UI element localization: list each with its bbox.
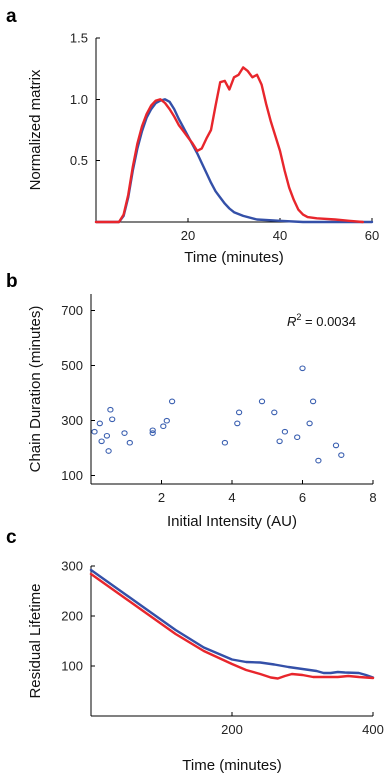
chart-a: 0.5 1.0 1.5 20 40 60 Time (minutes) Normalized …	[27, 31, 379, 267]
scatter-point	[109, 416, 116, 423]
scatter-point	[271, 409, 278, 416]
x-tick-label-a: 60	[365, 228, 379, 243]
chart-c: 100 200 300 200 400 Time (minutes) Residual Li…	[27, 559, 384, 775]
scatter-point	[163, 417, 170, 424]
x-tick-label-c: 400	[362, 722, 384, 737]
y-tick-label-a: 1.5	[70, 31, 88, 46]
scatter-point	[107, 406, 114, 413]
scatter-point	[235, 409, 243, 416]
panel-letter-a: a	[6, 6, 17, 27]
y-tick-label-c: 100	[61, 659, 83, 674]
scatter-point	[221, 439, 229, 446]
y-tick-label-c: 300	[61, 559, 83, 574]
y-tick-label-a: 1.0	[70, 92, 88, 107]
y-axis-label-a: Normalized matrix	[27, 69, 44, 190]
y-tick-label-b: 700	[61, 303, 83, 318]
scatter-point	[309, 398, 317, 405]
scatter-point	[149, 430, 156, 436]
y-tick-label-a: 0.5	[70, 153, 88, 168]
x-axis-label-a: Time (minutes)	[184, 249, 283, 266]
x-tick-label-a: 40	[273, 228, 287, 243]
scatter-point	[338, 452, 345, 458]
scatter-point	[126, 439, 133, 446]
scatter-point	[276, 438, 283, 445]
scatter-point	[91, 428, 98, 435]
scatter-point	[96, 420, 103, 427]
scatter-point	[332, 442, 340, 449]
scatter-point	[299, 365, 306, 372]
r-squared-sup: 2	[296, 312, 301, 322]
scatter-point	[160, 423, 167, 430]
scatter-point	[315, 457, 322, 464]
y-axis-label-c: Residual Lifetime	[27, 583, 44, 698]
panel-letter-b: b	[6, 271, 18, 292]
x-tick-label-b: 8	[369, 490, 376, 505]
y-tick-label-c: 200	[61, 609, 83, 624]
scatter-point	[258, 398, 266, 405]
scatter-point	[149, 427, 156, 434]
r-squared-annotation: R2 = 0.0034	[287, 312, 356, 329]
scatter-point	[121, 430, 128, 436]
x-axis-label-c: Time (minutes)	[182, 757, 281, 774]
series-line-c-0	[89, 568, 375, 679]
y-tick-label-b: 500	[61, 358, 83, 373]
x-tick-label-a: 20	[181, 228, 195, 243]
scatter-point	[234, 420, 241, 427]
x-tick-label-b: 6	[299, 490, 306, 505]
series-line-c-1	[89, 572, 375, 680]
series-line-a-0	[94, 98, 374, 224]
scatter-point	[105, 448, 112, 454]
panel-letter-c: c	[6, 527, 17, 548]
r-squared-value: = 0.0034	[301, 314, 356, 329]
scatter-point	[168, 398, 176, 405]
x-tick-label-b: 2	[158, 490, 165, 505]
y-tick-label-b: 100	[61, 468, 83, 483]
chart-b: 100 300 500 700 2 4 6 8 Initial Intensity (AU) Ch…	[27, 294, 377, 530]
y-tick-label-b: 300	[61, 413, 83, 428]
scatter-point	[306, 420, 313, 427]
scatter-point	[294, 434, 301, 441]
scatter-point	[281, 428, 289, 435]
scatter-point	[98, 438, 105, 445]
y-axis-label-b: Chain Duration (minutes)	[27, 306, 44, 473]
x-axis-label-b: Initial Intensity (AU)	[167, 513, 297, 530]
x-tick-label-c: 200	[221, 722, 243, 737]
scatter-point	[103, 432, 111, 439]
x-tick-label-b: 4	[228, 490, 235, 505]
r-squared-prefix: R	[287, 314, 296, 329]
series-line-a-1	[94, 66, 364, 224]
